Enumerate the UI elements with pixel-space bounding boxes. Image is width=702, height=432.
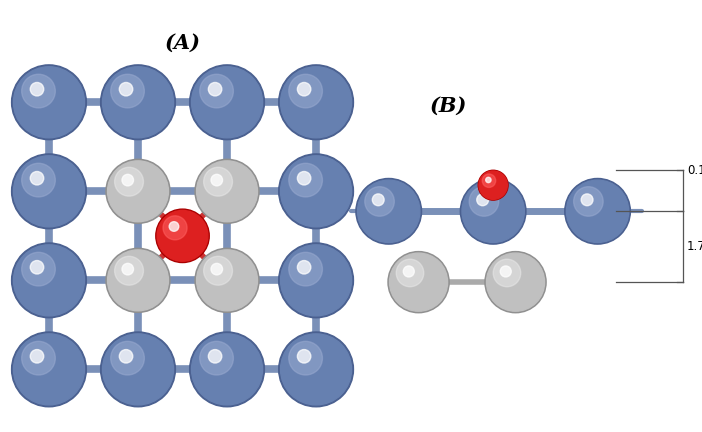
Circle shape	[482, 174, 496, 187]
Text: 1.74: 1.74	[687, 240, 702, 253]
Circle shape	[13, 334, 84, 405]
Circle shape	[567, 180, 629, 242]
Text: 0.16: 0.16	[687, 164, 702, 177]
Circle shape	[30, 260, 44, 274]
Circle shape	[478, 170, 508, 200]
Circle shape	[106, 159, 170, 223]
Circle shape	[396, 259, 424, 287]
Circle shape	[281, 67, 352, 138]
Circle shape	[281, 156, 352, 227]
Circle shape	[486, 253, 545, 311]
Circle shape	[208, 349, 222, 363]
Circle shape	[208, 83, 222, 96]
Circle shape	[102, 67, 173, 138]
Circle shape	[106, 248, 170, 312]
Circle shape	[200, 341, 233, 375]
Circle shape	[119, 83, 133, 96]
Circle shape	[119, 349, 133, 363]
Circle shape	[298, 172, 311, 185]
Circle shape	[11, 154, 86, 229]
Circle shape	[289, 252, 322, 286]
Circle shape	[204, 256, 232, 285]
Circle shape	[279, 332, 354, 407]
Circle shape	[501, 266, 511, 277]
Circle shape	[30, 349, 44, 363]
Circle shape	[156, 209, 209, 263]
Circle shape	[289, 341, 322, 375]
Circle shape	[281, 245, 352, 316]
Circle shape	[102, 334, 173, 405]
Circle shape	[200, 74, 233, 108]
Circle shape	[22, 341, 55, 375]
Circle shape	[122, 175, 133, 186]
Circle shape	[22, 74, 55, 108]
Circle shape	[111, 341, 145, 375]
Circle shape	[494, 259, 521, 287]
Circle shape	[122, 264, 133, 275]
Circle shape	[100, 332, 176, 407]
Circle shape	[190, 332, 265, 407]
Circle shape	[289, 163, 322, 197]
Circle shape	[565, 178, 630, 244]
Circle shape	[22, 252, 55, 286]
Circle shape	[298, 83, 311, 96]
Circle shape	[114, 167, 143, 196]
Circle shape	[169, 222, 179, 231]
Circle shape	[13, 245, 84, 316]
Circle shape	[11, 65, 86, 140]
Circle shape	[163, 216, 187, 240]
Circle shape	[469, 187, 498, 216]
Circle shape	[372, 194, 384, 206]
Circle shape	[581, 194, 593, 206]
Circle shape	[388, 251, 449, 313]
Circle shape	[462, 180, 524, 242]
Circle shape	[30, 172, 44, 185]
Circle shape	[111, 74, 145, 108]
Circle shape	[289, 74, 322, 108]
Circle shape	[298, 260, 311, 274]
Circle shape	[204, 167, 232, 196]
Circle shape	[403, 266, 414, 277]
Text: (A): (A)	[164, 33, 201, 53]
Circle shape	[281, 334, 352, 405]
Circle shape	[11, 243, 86, 318]
Circle shape	[279, 243, 354, 318]
Circle shape	[100, 65, 176, 140]
Circle shape	[114, 256, 143, 285]
Circle shape	[211, 264, 223, 275]
Text: (B): (B)	[430, 95, 467, 116]
Circle shape	[107, 250, 168, 311]
Circle shape	[390, 253, 448, 311]
Circle shape	[157, 210, 208, 261]
Circle shape	[197, 250, 258, 311]
Circle shape	[279, 65, 354, 140]
Circle shape	[279, 154, 354, 229]
Circle shape	[461, 178, 526, 244]
Circle shape	[13, 156, 84, 227]
Circle shape	[30, 83, 44, 96]
Circle shape	[11, 332, 86, 407]
Circle shape	[192, 67, 263, 138]
Circle shape	[190, 65, 265, 140]
Circle shape	[479, 171, 508, 199]
Circle shape	[485, 251, 546, 313]
Circle shape	[574, 187, 603, 216]
Circle shape	[197, 161, 258, 222]
Circle shape	[477, 194, 489, 206]
Circle shape	[356, 178, 422, 244]
Circle shape	[486, 177, 491, 183]
Circle shape	[13, 67, 84, 138]
Circle shape	[195, 159, 259, 223]
Circle shape	[365, 187, 395, 216]
Circle shape	[22, 163, 55, 197]
Circle shape	[298, 349, 311, 363]
Circle shape	[357, 180, 420, 242]
Circle shape	[211, 175, 223, 186]
Circle shape	[195, 248, 259, 312]
Circle shape	[192, 334, 263, 405]
Circle shape	[107, 161, 168, 222]
